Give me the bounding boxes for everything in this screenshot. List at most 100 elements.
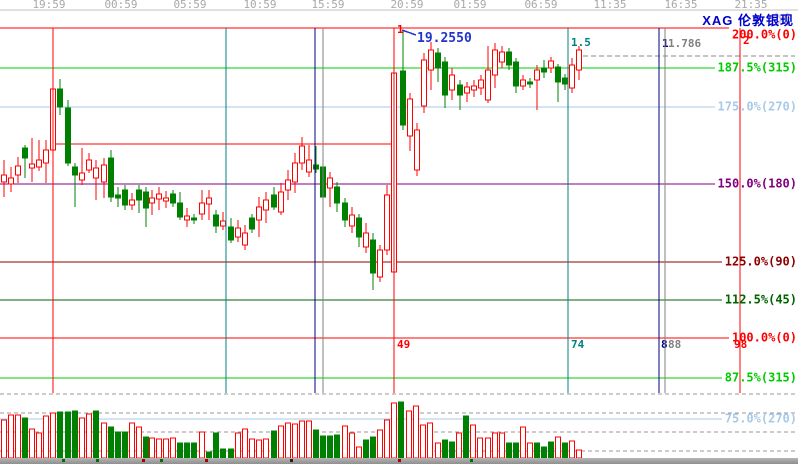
fib-vline-top-label: 1.786 [668,37,701,50]
volume-bar [499,432,505,459]
fib-vline-bottom-label: 98 [734,338,747,351]
volume-bar [541,446,547,459]
time-axis-label: 19:59 [32,0,65,11]
volume-bar [485,437,491,459]
candle-body [499,51,505,63]
volume-bar [184,442,190,459]
volume-bar [115,431,121,459]
candle-body [1,174,7,183]
candle-body [485,69,491,101]
minimap-mark [205,459,208,462]
volume-bar [299,420,305,459]
candle-body [492,49,498,76]
time-axis-label: 01:59 [453,0,486,11]
volume-bar [256,439,262,459]
candle-body [541,67,547,73]
volume-bar [170,437,176,459]
candle-body [57,88,63,108]
volume-bar [449,441,455,459]
volume-bar [149,437,155,459]
price-level-label: 187.5%(315) [718,61,797,75]
candle-body [72,166,78,176]
volume-bar [156,438,162,459]
time-axis-label: 00:59 [104,0,137,11]
price-annotation-label[interactable]: 19.2550 [417,31,472,46]
volume-bar [555,436,561,459]
fib-vline-bottom-label: 8 [661,338,668,351]
time-axis-label: 21:35 [734,0,767,11]
volume-bar [569,440,575,459]
candle-body [163,197,169,202]
volume-bar [129,422,135,459]
volume-bar [576,449,582,459]
candle-body [407,98,413,137]
volume-bar [377,429,383,459]
price-level-label: 87.5%(315) [725,371,797,385]
volume-bar [427,422,433,459]
volume-bar [391,402,397,459]
volume-bar [143,436,149,459]
volume-bar [506,442,512,459]
volume-bar [65,411,71,459]
volume-bar [477,437,483,459]
candle-body [93,167,99,179]
candle-body [170,193,176,204]
volume-bar [271,430,277,459]
volume-bar [8,414,14,459]
candle-body [356,217,362,238]
candle-body [527,81,533,85]
volume-bar [356,446,362,459]
time-axis-label: 15:59 [311,0,344,11]
volume-bar [177,442,183,459]
candle-body [199,202,205,215]
time-axis-label: 20:59 [390,0,423,11]
volume-bar [15,414,21,459]
candle-body [513,61,519,87]
candle-body [449,74,455,91]
candle-body [342,202,348,221]
candle-body [235,227,241,238]
price-level-label: 125.0%(90) [725,255,797,269]
minimap-mark [62,459,65,462]
volume-bar [527,442,533,459]
volume-bar [420,424,426,459]
candle-body [555,66,561,83]
volume-bar [242,428,248,459]
volume-bar [136,426,142,459]
volume-bar [108,426,114,459]
price-level-label: 75.0%(270) [725,412,797,426]
volume-bar [122,431,128,459]
candle-body [334,186,340,204]
volume-bar [384,419,390,459]
candle-body [263,199,269,211]
fib-vline-bottom-label: 49 [397,338,410,351]
volume-bar [327,435,333,459]
time-axis-label: 10:59 [243,0,276,11]
candle-body [313,164,319,170]
volume-bar [313,429,319,459]
candle-body [569,64,575,89]
fib-vline-top-label: 1.5 [571,36,591,49]
volume-bar [43,415,49,459]
time-axis-label: 11:35 [593,0,626,11]
candle-body [377,249,383,278]
symbol-title: XAG 伦敦银现 [702,13,794,28]
time-axis-label: 06:59 [524,0,557,11]
candle-body [8,177,14,185]
volume-bar [285,422,291,459]
minimap-mark [96,459,99,462]
candle-body [156,193,162,200]
candle-body [149,197,155,204]
fib-vline-bottom-label: 74 [571,338,585,351]
fib-vline-top-label: 1 [397,23,404,36]
fib-vline-top-label: 2 [743,34,750,47]
volume-bar [72,410,78,459]
volume-bar [398,401,404,459]
candle-body [228,226,234,241]
watermark-x-icon: ✕ [771,6,792,34]
volume-bar [213,432,219,459]
annotation-pointer-line[interactable] [401,29,417,36]
candle-body [278,191,284,213]
